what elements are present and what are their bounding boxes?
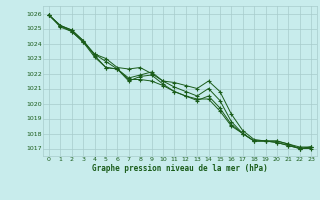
X-axis label: Graphe pression niveau de la mer (hPa): Graphe pression niveau de la mer (hPa): [92, 164, 268, 173]
